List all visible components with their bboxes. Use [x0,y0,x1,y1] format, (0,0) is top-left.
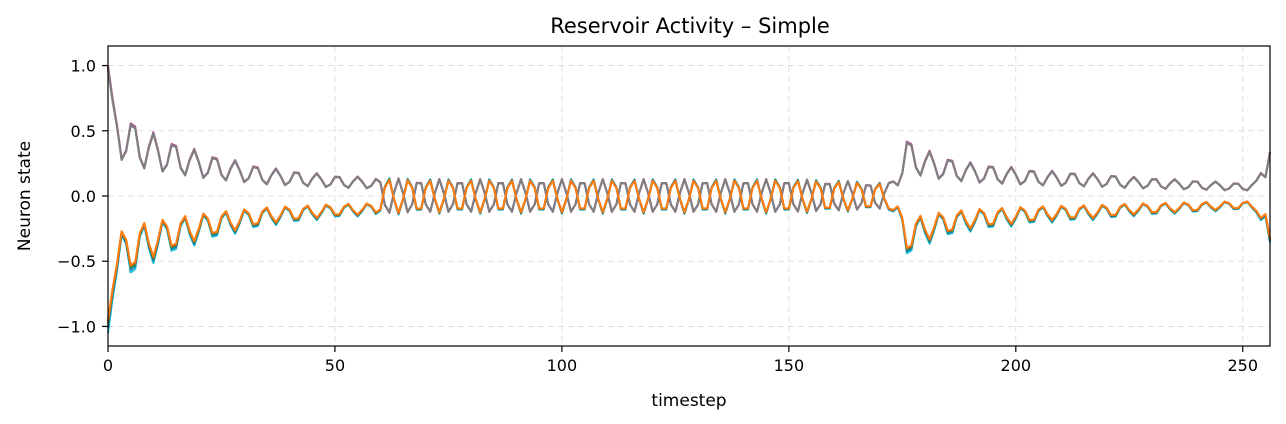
y-tick-label: 0.5 [71,122,96,141]
y-axis-label: Neuron state [15,141,35,251]
x-tick-label: 200 [1001,356,1032,375]
y-tick-label: −1.0 [57,317,96,336]
axis-ticks: 0 50 100 150 200 250 −1.0 −0.5 0.0 0.5 1.0 [57,57,1258,375]
series-line-8 [107,178,1271,321]
y-tick-label: 0.0 [71,187,96,206]
x-tick-label: 50 [325,356,345,375]
series-line-3 [107,69,1271,214]
x-tick-label: 100 [547,356,578,375]
x-axis-label: timestep [651,391,726,411]
x-tick-label: 0 [103,356,113,375]
x-tick-label: 250 [1227,356,1258,375]
x-tick-label: 150 [774,356,805,375]
y-tick-label: 1.0 [71,57,96,76]
y-tick-label: −0.5 [57,252,96,271]
chart-title: Reservoir Activity – Simple [550,14,830,38]
series-lines [107,65,1271,334]
